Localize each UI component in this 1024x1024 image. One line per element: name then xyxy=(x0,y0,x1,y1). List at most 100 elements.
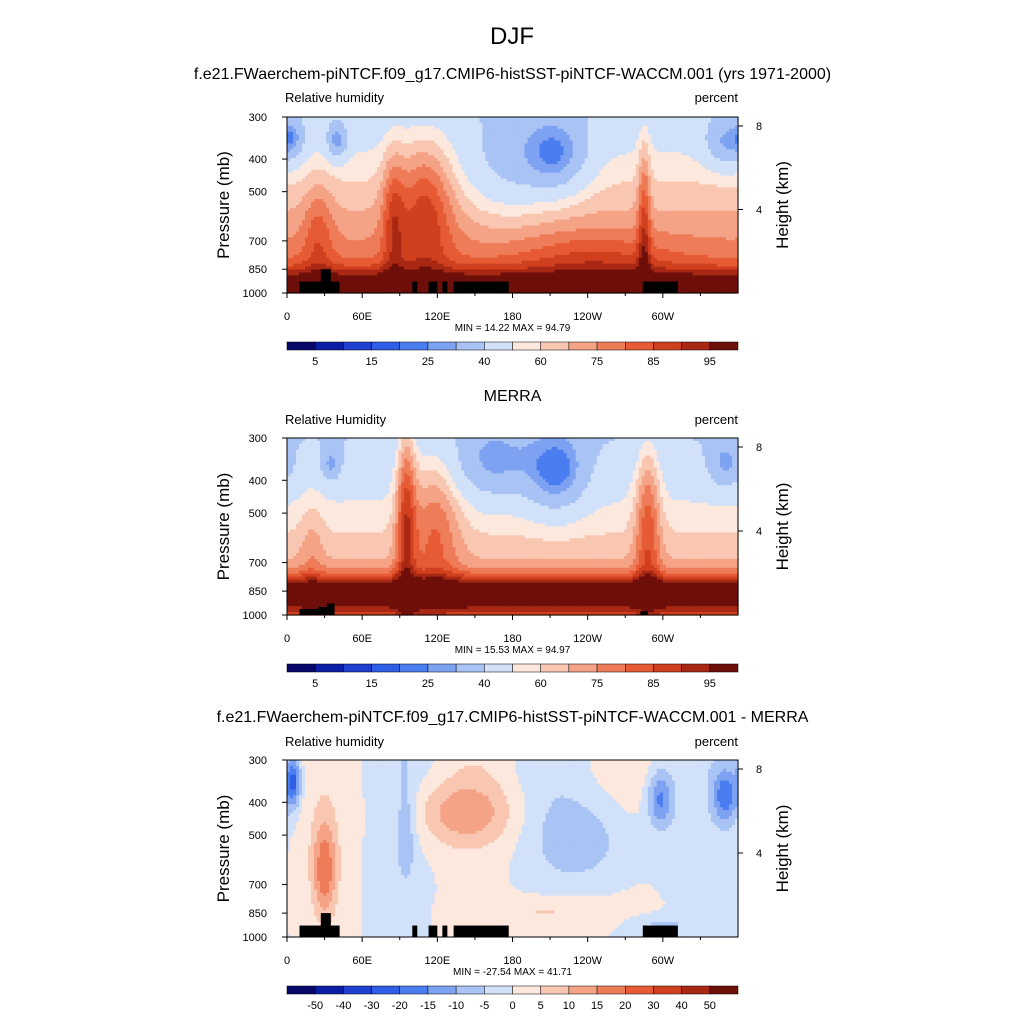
field-cell xyxy=(488,146,493,150)
field-cell xyxy=(602,119,607,124)
field-cell xyxy=(674,117,679,121)
field-cell xyxy=(449,152,453,156)
field-cell xyxy=(389,125,393,130)
field-cell xyxy=(323,134,327,139)
field-cell xyxy=(656,137,661,142)
field-cell xyxy=(440,158,444,162)
field-cell xyxy=(707,131,712,136)
field-cell xyxy=(593,125,598,130)
field-cell xyxy=(347,134,351,139)
field-cell xyxy=(533,137,538,142)
field-cell xyxy=(314,155,318,159)
field-cell xyxy=(395,117,399,121)
field-cell xyxy=(659,131,664,136)
field-cell xyxy=(515,137,520,142)
field-cell xyxy=(635,134,640,139)
field-cell xyxy=(365,119,369,124)
field-cell xyxy=(446,158,450,162)
field-cell xyxy=(518,140,523,144)
field-cell xyxy=(602,155,607,159)
field-cell xyxy=(317,125,321,130)
field-cell xyxy=(485,143,490,147)
field-cell xyxy=(572,134,577,139)
field-cell xyxy=(719,155,724,159)
field-cell xyxy=(695,117,700,121)
field-cell xyxy=(371,140,375,144)
field-cell xyxy=(344,158,348,162)
field-cell xyxy=(395,155,399,159)
field-cell xyxy=(533,125,538,130)
field-cell xyxy=(368,158,372,162)
field-cell xyxy=(662,119,667,124)
field-cell xyxy=(611,158,616,162)
field-cell xyxy=(305,137,309,142)
field-cell xyxy=(578,152,583,156)
field-cell xyxy=(485,117,490,121)
field-cell xyxy=(614,117,619,121)
field-cell xyxy=(305,143,309,147)
field-cell xyxy=(422,117,426,121)
field-cell xyxy=(320,149,324,153)
field-cell xyxy=(539,131,544,136)
field-cell xyxy=(452,125,456,130)
field-cell xyxy=(515,122,520,127)
field-cell xyxy=(308,134,312,139)
field-cell xyxy=(566,161,571,165)
field-cell xyxy=(578,146,583,150)
field-cell xyxy=(536,137,541,142)
field-cell xyxy=(362,158,366,162)
field-cell xyxy=(410,134,414,139)
field-cell xyxy=(500,146,505,150)
field-cell xyxy=(605,131,610,136)
field-cell xyxy=(518,117,523,121)
field-cell xyxy=(686,137,691,142)
field-cell xyxy=(674,146,679,150)
field-cell xyxy=(506,155,511,159)
field-cell xyxy=(605,149,610,153)
field-cell xyxy=(380,134,384,139)
field-cell xyxy=(362,137,366,142)
field-cell xyxy=(641,122,646,127)
field-cell xyxy=(359,131,363,136)
field-cell xyxy=(668,152,673,156)
field-cell xyxy=(575,146,580,150)
field-cell xyxy=(350,140,354,144)
field-cell xyxy=(521,131,526,136)
field-cell xyxy=(326,140,330,144)
field-cell xyxy=(668,134,673,139)
field-cell xyxy=(371,149,375,153)
field-cell xyxy=(680,128,685,133)
field-cell xyxy=(707,117,712,121)
field-cell xyxy=(572,119,577,124)
field-cell xyxy=(635,122,640,127)
field-cell xyxy=(518,149,523,153)
field-cell xyxy=(698,119,703,124)
field-cell xyxy=(356,155,360,159)
field-cell xyxy=(389,128,393,133)
field-cell xyxy=(692,149,697,153)
field-cell xyxy=(533,149,538,153)
variable-label: Relative humidity xyxy=(285,90,384,105)
field-cell xyxy=(422,152,426,156)
field-cell xyxy=(494,161,499,165)
field-cell xyxy=(707,128,712,133)
field-cell xyxy=(299,158,303,162)
field-cell xyxy=(476,134,481,139)
field-cell xyxy=(518,146,523,150)
field-cell xyxy=(695,149,700,153)
field-cell xyxy=(497,158,502,162)
field-cell xyxy=(650,149,655,153)
field-cell xyxy=(296,128,300,133)
field-cell xyxy=(566,117,571,121)
field-cell xyxy=(644,117,649,121)
field-cell xyxy=(488,155,493,159)
field-cell xyxy=(359,134,363,139)
field-cell xyxy=(455,152,459,156)
field-cell xyxy=(380,152,384,156)
field-cell xyxy=(722,131,727,136)
field-cell xyxy=(446,119,450,124)
field-cell xyxy=(722,137,727,142)
field-cell xyxy=(599,117,604,121)
field-cell xyxy=(455,140,459,144)
field-cell xyxy=(467,149,472,153)
